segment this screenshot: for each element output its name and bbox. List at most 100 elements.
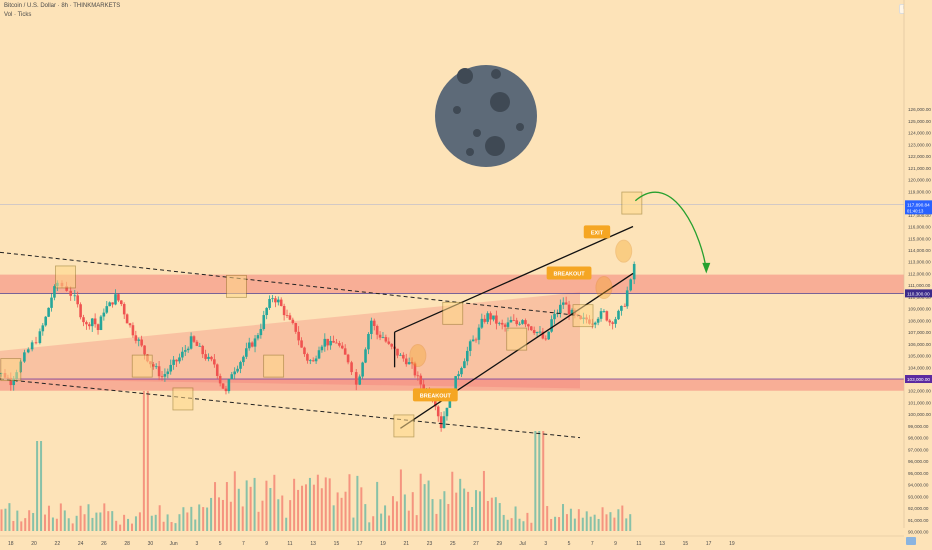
volume-bar xyxy=(605,514,608,531)
volume-bar xyxy=(625,518,628,531)
volume-bar xyxy=(558,517,561,531)
volume-bar xyxy=(119,524,122,531)
price-tick-label: 101,000.00 xyxy=(908,400,931,405)
volume-bar xyxy=(202,507,205,531)
candle xyxy=(245,348,248,357)
candle xyxy=(404,358,408,365)
candle xyxy=(317,350,321,359)
volume-legend: Vol · Ticks xyxy=(4,12,32,18)
candle xyxy=(253,338,257,347)
candle xyxy=(471,339,475,342)
volume-bar xyxy=(158,505,161,531)
volume-bar xyxy=(297,489,300,531)
candle xyxy=(436,406,440,417)
candle xyxy=(250,342,254,347)
volume-bar xyxy=(170,522,173,531)
candle xyxy=(154,366,158,368)
candle xyxy=(105,306,109,313)
volume-bar xyxy=(0,509,3,531)
price-tick-label: 112,000.00 xyxy=(908,271,931,276)
price-tick-label: 122,000.00 xyxy=(908,154,931,159)
price-tick-label: 115,000.00 xyxy=(908,236,931,241)
candle xyxy=(233,371,236,375)
projection-arrow xyxy=(634,191,707,272)
volume-bar xyxy=(217,497,220,531)
volume-bar xyxy=(138,512,141,531)
volume-bar xyxy=(542,431,545,531)
candle xyxy=(311,360,315,362)
volume-bar xyxy=(455,492,458,531)
downtrend-upper-line xyxy=(0,251,581,317)
annotation-label: EXIT xyxy=(591,230,604,236)
candle xyxy=(629,279,632,291)
volume-bar xyxy=(269,488,272,531)
support-zone xyxy=(0,379,904,391)
volume-bar xyxy=(12,520,15,531)
price-tick-label: 90,000.00 xyxy=(908,530,929,535)
candle xyxy=(361,362,364,377)
candle xyxy=(227,379,231,392)
price-tick-label: 120,000.00 xyxy=(908,178,931,183)
candle xyxy=(495,315,498,324)
moon-crater xyxy=(453,106,461,114)
volume-bar xyxy=(154,514,157,531)
candle xyxy=(489,313,492,320)
candle xyxy=(294,323,298,332)
volume-bar xyxy=(8,503,11,531)
time-tick-label: 25 xyxy=(450,541,456,547)
price-tick-label: 110,000.00 xyxy=(908,295,931,300)
candle xyxy=(277,299,280,303)
volume-bar xyxy=(490,497,493,531)
volume-bar xyxy=(20,521,23,531)
candle xyxy=(303,347,306,355)
candle xyxy=(85,322,88,325)
candle xyxy=(460,368,463,375)
volume-bar xyxy=(522,521,525,531)
candle xyxy=(410,362,414,364)
candle xyxy=(343,348,347,355)
candle xyxy=(314,358,318,362)
candle xyxy=(30,342,34,350)
price-level-bg xyxy=(905,289,932,298)
volume-bar xyxy=(621,505,624,531)
time-tick-label: 26 xyxy=(101,541,107,547)
volume-bar xyxy=(289,500,292,531)
volume-bar xyxy=(482,470,485,531)
candle xyxy=(457,374,460,377)
volume-bar xyxy=(281,495,284,531)
candle xyxy=(38,331,42,343)
annotation-bg xyxy=(412,388,458,402)
volume-bar xyxy=(237,488,240,531)
volume-bar xyxy=(91,517,94,531)
time-tick-label: 17 xyxy=(357,541,363,547)
price-tick-label: 104,000.00 xyxy=(908,365,931,370)
annotation-label: BREAKOUT xyxy=(553,271,585,277)
time-tick-label: 13 xyxy=(659,541,665,547)
candle xyxy=(207,356,210,359)
volume-bar xyxy=(411,492,414,531)
volume-bar xyxy=(40,441,43,531)
highlight-box xyxy=(131,354,153,378)
candle xyxy=(332,340,335,343)
volume-bar xyxy=(530,522,533,531)
candle xyxy=(183,350,187,352)
volume-bar xyxy=(589,516,592,531)
candle xyxy=(477,327,481,340)
highlight-box xyxy=(506,327,528,351)
candle xyxy=(553,313,556,320)
volume-bar xyxy=(47,505,50,531)
volume-bar xyxy=(447,503,450,531)
price-axis-bg xyxy=(904,0,932,550)
candle xyxy=(602,311,606,312)
candle xyxy=(41,325,45,332)
volume-bar xyxy=(320,488,323,531)
volume-bar xyxy=(111,511,114,531)
candle xyxy=(625,290,629,307)
candle xyxy=(515,320,519,325)
volume-bar xyxy=(399,469,402,531)
candle xyxy=(125,314,129,324)
candle xyxy=(34,342,38,344)
candle xyxy=(265,307,268,316)
candle xyxy=(564,302,568,305)
